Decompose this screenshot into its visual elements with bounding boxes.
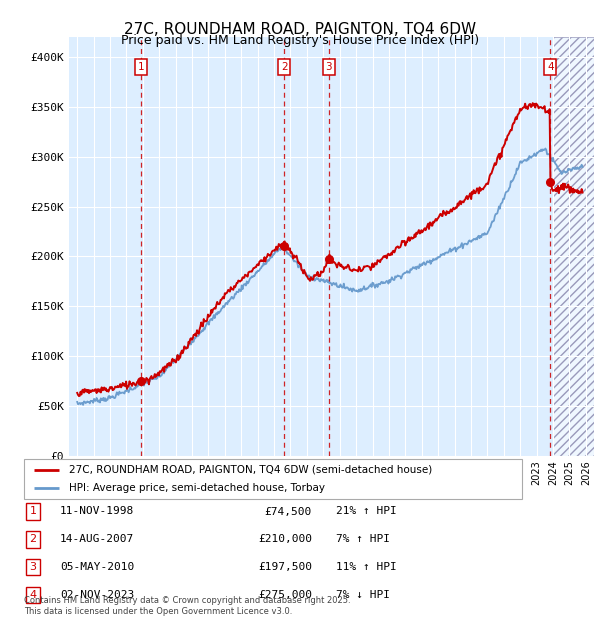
Text: 7% ↑ HPI: 7% ↑ HPI (336, 534, 390, 544)
Text: 05-MAY-2010: 05-MAY-2010 (60, 562, 134, 572)
Text: £210,000: £210,000 (258, 534, 312, 544)
Text: HPI: Average price, semi-detached house, Torbay: HPI: Average price, semi-detached house,… (69, 483, 325, 494)
Text: 2: 2 (281, 62, 287, 72)
Text: £275,000: £275,000 (258, 590, 312, 600)
Text: 7% ↓ HPI: 7% ↓ HPI (336, 590, 390, 600)
Bar (553, 37, 594, 456)
Text: 02-NOV-2023: 02-NOV-2023 (60, 590, 134, 600)
Text: 4: 4 (547, 62, 554, 72)
Text: 1: 1 (29, 507, 37, 516)
Text: 4: 4 (29, 590, 37, 600)
FancyBboxPatch shape (24, 459, 522, 499)
Text: 2: 2 (29, 534, 37, 544)
Text: 11-NOV-1998: 11-NOV-1998 (60, 507, 134, 516)
Text: £197,500: £197,500 (258, 562, 312, 572)
Text: Contains HM Land Registry data © Crown copyright and database right 2025.
This d: Contains HM Land Registry data © Crown c… (24, 596, 350, 616)
Bar (553, 37, 594, 456)
Text: 27C, ROUNDHAM ROAD, PAIGNTON, TQ4 6DW: 27C, ROUNDHAM ROAD, PAIGNTON, TQ4 6DW (124, 22, 476, 37)
Text: 11% ↑ HPI: 11% ↑ HPI (336, 562, 397, 572)
Text: 27C, ROUNDHAM ROAD, PAIGNTON, TQ4 6DW (semi-detached house): 27C, ROUNDHAM ROAD, PAIGNTON, TQ4 6DW (s… (69, 464, 432, 475)
Text: 1: 1 (137, 62, 144, 72)
Text: 3: 3 (326, 62, 332, 72)
Text: 21% ↑ HPI: 21% ↑ HPI (336, 507, 397, 516)
Text: £74,500: £74,500 (265, 507, 312, 516)
Text: 3: 3 (29, 562, 37, 572)
Text: Price paid vs. HM Land Registry's House Price Index (HPI): Price paid vs. HM Land Registry's House … (121, 34, 479, 47)
Text: 14-AUG-2007: 14-AUG-2007 (60, 534, 134, 544)
